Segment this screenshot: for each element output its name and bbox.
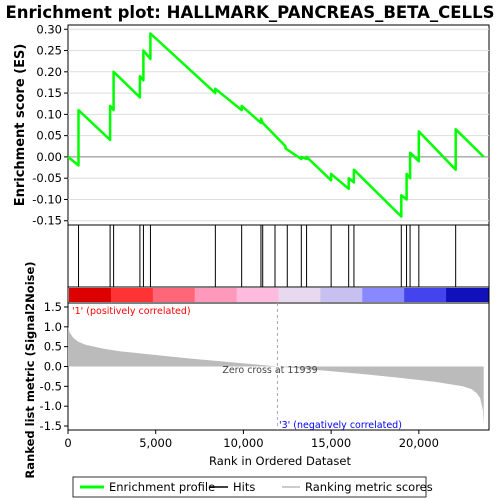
- color-bar-segment: [152, 288, 196, 302]
- ranked-metric-y-tick-label: 1.5: [44, 300, 62, 314]
- zero-cross-label: Zero cross at 11939: [222, 365, 317, 376]
- enrichment-y-tick-label: 0.30: [36, 22, 62, 36]
- ranked-metric-y-tick-label: -1.5: [40, 419, 62, 433]
- legend-label: Enrichment profile: [109, 480, 215, 494]
- ranking-metric-area: [68, 326, 484, 426]
- ranked-metric-y-axis: 1.5 1.0 0.5 0.0 -0.5 -1.0 -1.5: [40, 300, 68, 433]
- positive-correlation-label: '1' (positively correlated): [72, 306, 191, 317]
- ranked-metric-y-tick-label: -0.5: [40, 379, 62, 393]
- rank-x-axis-label: Rank in Ordered Dataset: [209, 454, 352, 468]
- rank-x-axis: 0 5,000 10,000 15,000 20,000: [64, 430, 439, 450]
- legend: Enrichment profile Hits Ranking metric sco…: [80, 480, 433, 494]
- enrichment-y-tick-label: 0.20: [36, 65, 62, 79]
- chart-title: Enrichment plot: HALLMARK_PANCREAS_BETA_…: [6, 3, 495, 22]
- legend-box: [72, 476, 427, 498]
- rank-x-tick-label: 5,000: [139, 436, 172, 450]
- rank-x-tick-label: 0: [64, 436, 71, 450]
- negative-correlation-label: '3' (negatively correlated): [279, 420, 402, 431]
- ranked-metric-y-axis-label: Ranked list metric (Signal2Noise): [23, 261, 37, 478]
- ranked-metric-y-tick-label: -1.0: [40, 399, 62, 413]
- ranking-color-bar: [69, 288, 489, 302]
- color-bar-segment: [110, 288, 154, 302]
- enrichment-y-axis: 0.30 0.25 0.20 0.15 0.10 0.05 0.00 -0.05 -0.10 -0…: [32, 22, 68, 228]
- hits-panel: [67, 224, 490, 288]
- color-bar-segment: [278, 288, 321, 302]
- enrichment-y-tick-label: 0.05: [36, 129, 62, 143]
- legend-label: Hits: [233, 480, 255, 494]
- color-bar-segment: [194, 288, 238, 302]
- enrichment-y-tick-label: -0.10: [32, 192, 62, 206]
- hits-markers: [78, 225, 457, 287]
- ranked-metric-y-tick-label: 0.0: [44, 360, 62, 374]
- enrichment-panel: [67, 24, 490, 226]
- color-bar-segment: [69, 288, 112, 302]
- color-bar-segment: [404, 288, 447, 302]
- color-bar-segment: [236, 288, 279, 302]
- rank-x-tick-label: 10,000: [223, 436, 263, 450]
- enrichment-y-tick-label: -0.15: [32, 214, 62, 228]
- enrichment-y-tick-label: 0.00: [36, 150, 62, 164]
- legend-label: Ranking metric scores: [305, 480, 433, 494]
- enrichment-y-axis-label: Enrichment score (ES): [13, 44, 28, 207]
- enrichment-profile-line: [67, 32, 485, 218]
- color-bar-segment: [362, 288, 405, 302]
- ranked-metric-y-tick-label: 1.0: [44, 320, 62, 334]
- rank-x-tick-label: 15,000: [311, 436, 351, 450]
- color-bar-segment: [320, 288, 363, 302]
- enrichment-y-tick-label: 0.25: [36, 44, 62, 58]
- enrichment-y-tick-label: 0.15: [36, 86, 62, 100]
- enrichment-y-tick-label: 0.10: [36, 107, 62, 121]
- rank-x-tick-label: 20,000: [399, 436, 439, 450]
- ranked-metric-y-tick-label: 0.5: [44, 340, 62, 354]
- color-bar-segment: [446, 288, 489, 302]
- enrichment-y-tick-label: -0.05: [32, 171, 62, 185]
